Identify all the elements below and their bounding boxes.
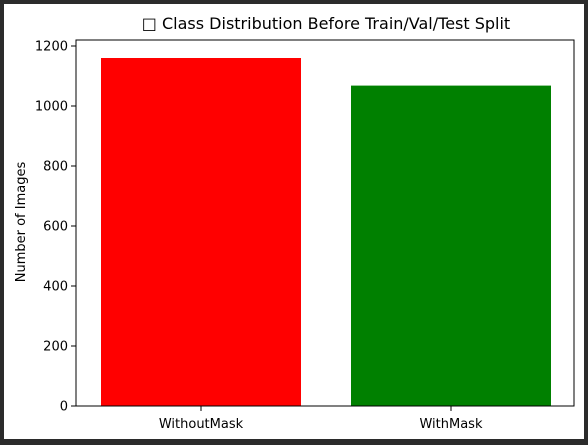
y-tick-label: 800 (43, 160, 68, 175)
bar-withmask (351, 86, 551, 406)
chart-figure: □ Class Distribution Before Train/Val/Te… (4, 4, 584, 439)
y-tick-label: 200 (43, 340, 68, 355)
y-axis-ticks: 0 200 400 600 800 1000 1200 (35, 40, 76, 415)
bars-group (101, 58, 551, 406)
x-tick-label: WithoutMask (159, 417, 244, 432)
y-tick-label: 600 (43, 220, 68, 235)
y-tick-label: 1000 (35, 100, 68, 115)
y-tick-label: 400 (43, 280, 68, 295)
y-tick-label: 0 (60, 400, 68, 415)
y-tick-label: 1200 (35, 40, 68, 55)
x-axis-ticks: WithoutMask WithMask (159, 406, 483, 432)
y-axis-label: Number of Images (14, 162, 29, 283)
x-tick-label: WithMask (419, 417, 482, 432)
bar-chart: □ Class Distribution Before Train/Val/Te… (4, 4, 584, 439)
bar-withoutmask (101, 58, 301, 406)
chart-title: □ Class Distribution Before Train/Val/Te… (142, 14, 510, 33)
